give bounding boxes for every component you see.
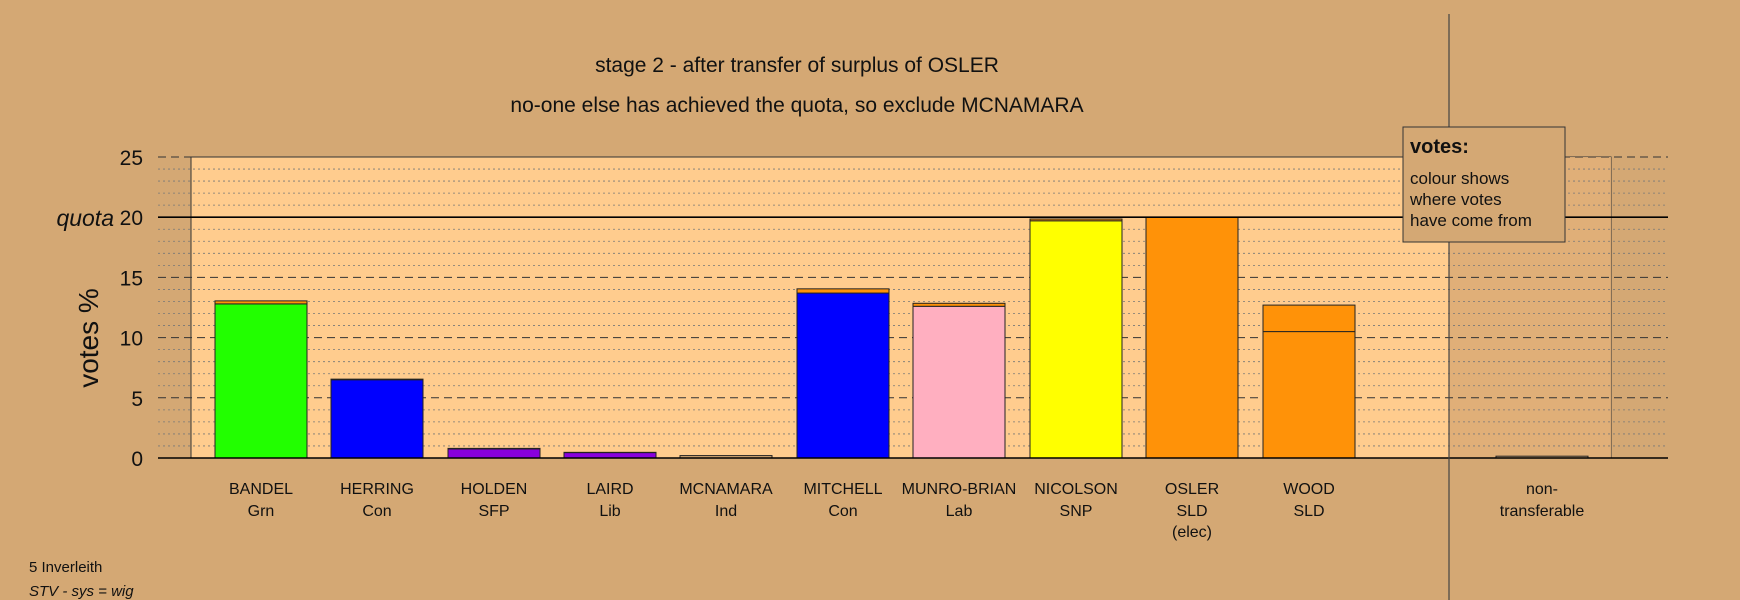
bar-base <box>214 303 308 459</box>
y-tick-label: 15 <box>120 267 143 290</box>
bar-base <box>1145 216 1239 459</box>
bars <box>214 216 1589 459</box>
candidate-name: HERRING <box>340 481 414 498</box>
bar-transfer <box>912 302 1006 307</box>
bar-base <box>447 448 541 459</box>
bar-base <box>1262 331 1356 459</box>
legend-box <box>1402 126 1566 243</box>
y-tick-label: 25 <box>120 147 143 170</box>
candidate-party: SLD <box>1176 503 1207 520</box>
quota-label: quota <box>56 205 114 231</box>
plot-area <box>190 156 1612 459</box>
legend-line-1: colour shows <box>1410 169 1509 188</box>
candidate-name: MCNAMARA <box>679 481 773 498</box>
candidate-name: OSLER <box>1165 481 1219 498</box>
candidate-party: SFP <box>478 503 509 520</box>
legend-title: votes: <box>1410 136 1469 158</box>
candidate-name: BANDEL <box>229 481 293 498</box>
legend: votes: colour shows where votes have com… <box>1402 126 1566 243</box>
candidate-name: MUNRO-BRIAN <box>902 481 1017 498</box>
candidate-labels: BANDEL Grn HERRING Con HOLDEN SFP LAIRD Lib MCNA… <box>229 481 1584 541</box>
bar-transfer <box>447 447 541 450</box>
bar-base <box>330 379 424 459</box>
y-tick-label: 0 <box>131 448 143 471</box>
candidate-name: NICOLSON <box>1034 481 1118 498</box>
footer-system: STV - sys = wig <box>29 583 134 600</box>
chart-subtitle: no-one else has achieved the quota, so e… <box>510 94 1083 117</box>
candidate-party: (elec) <box>1172 524 1212 541</box>
bar-transfer <box>1029 218 1123 222</box>
chart-title: stage 2 - after transfer of surplus of O… <box>595 54 999 77</box>
legend-line-2: where votes <box>1409 190 1502 209</box>
y-tick-label: 10 <box>120 328 143 351</box>
bar-base <box>1029 220 1123 459</box>
bar-base <box>796 292 890 459</box>
candidate-party: Ind <box>715 503 737 520</box>
candidate-name-line-2: transferable <box>1500 503 1585 520</box>
bar-transfer <box>796 288 890 294</box>
candidate-name: MITCHELL <box>803 481 882 498</box>
candidate-party: Con <box>828 503 857 520</box>
y-tick-label: 5 <box>131 388 143 411</box>
candidate-name: WOOD <box>1283 481 1335 498</box>
y-tick-labels: 0 5 10 15 20 25 <box>120 147 143 471</box>
bar-base <box>912 305 1006 459</box>
candidate-name: HOLDEN <box>461 481 528 498</box>
candidate-party: Lab <box>946 503 973 520</box>
bar-transfer <box>1262 304 1356 333</box>
bar-transfer <box>330 378 424 381</box>
candidate-name: LAIRD <box>586 481 633 498</box>
y-tick-label: 20 <box>120 207 143 230</box>
candidate-party: Con <box>362 503 391 520</box>
bar-transfer <box>214 300 308 305</box>
candidate-party: Lib <box>599 503 620 520</box>
footer-constituency: 5 Inverleith <box>29 559 102 576</box>
candidate-party: SNP <box>1060 503 1093 520</box>
candidate-party: SLD <box>1293 503 1324 520</box>
candidate-party: Grn <box>248 503 275 520</box>
bar-base <box>563 452 657 459</box>
candidate-name: non- <box>1526 481 1558 498</box>
y-axis-label: votes % <box>73 288 104 388</box>
legend-line-3: have come from <box>1410 211 1532 230</box>
